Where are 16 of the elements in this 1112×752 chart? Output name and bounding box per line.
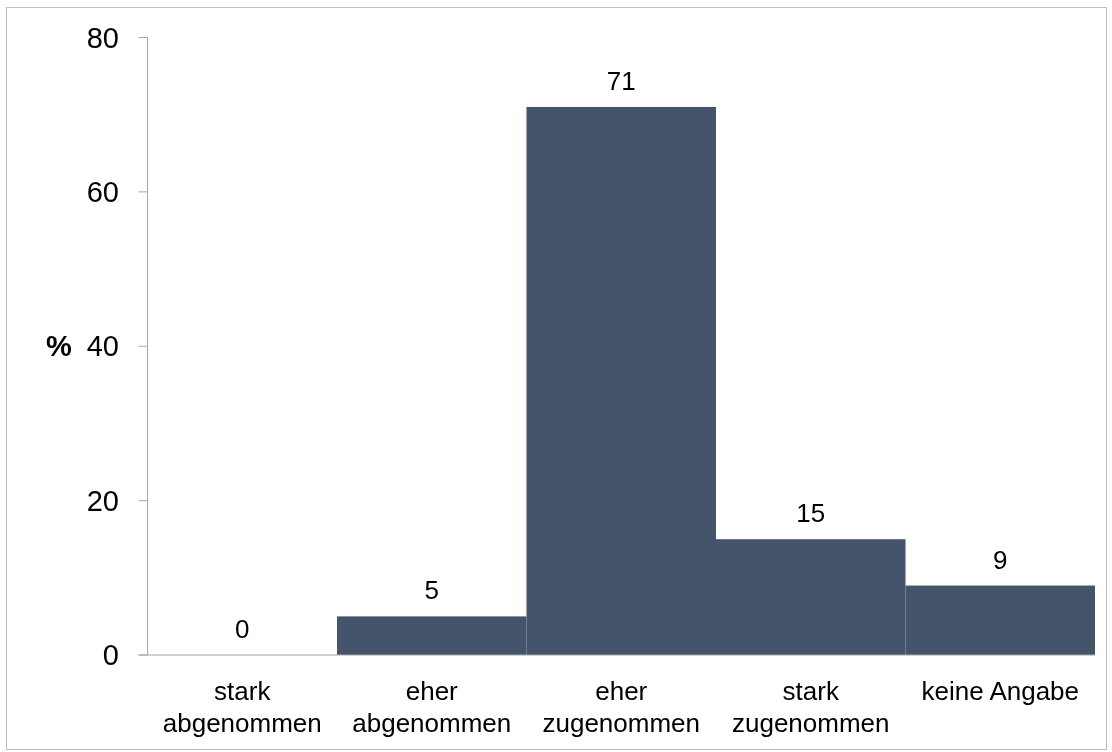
y-tick-label: 40 <box>86 330 119 363</box>
x-tick-label: keine Angabe <box>921 676 1080 706</box>
y-tick-label: 20 <box>86 484 119 517</box>
x-tick-label: eher zugenommen <box>542 676 701 738</box>
data-label: 9 <box>993 544 1008 575</box>
y-tick-label: 80 <box>86 21 119 54</box>
data-label: 0 <box>235 614 250 644</box>
y-tick-label: 60 <box>86 175 119 208</box>
y-axis-title: % <box>46 330 73 363</box>
x-tick-label: stark abgenommen <box>162 676 322 738</box>
y-tick-label: 0 <box>102 639 119 671</box>
x-tick-label: eher abgenommen <box>352 676 512 738</box>
x-tick-label: stark zugenommen <box>731 676 890 738</box>
data-label: 5 <box>424 575 439 606</box>
data-label: 71 <box>606 65 636 96</box>
data-label: 15 <box>796 498 826 529</box>
